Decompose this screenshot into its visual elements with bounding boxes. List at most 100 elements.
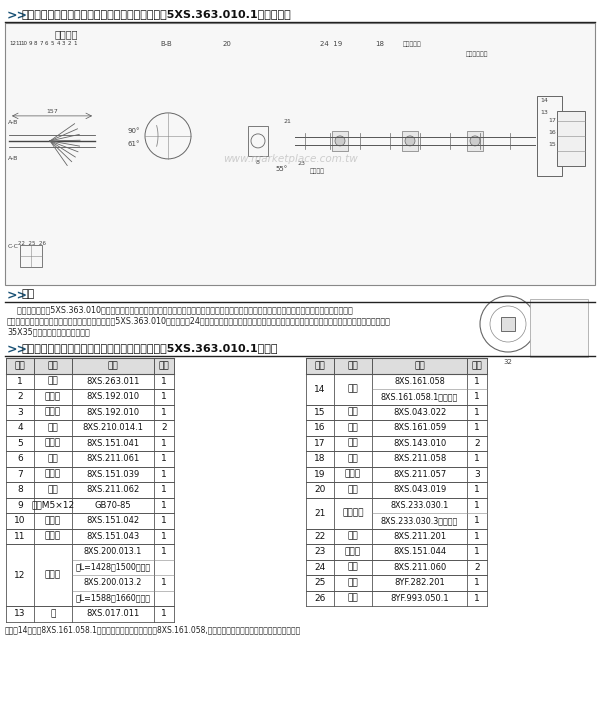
Text: 1: 1 xyxy=(161,516,167,525)
Text: 19: 19 xyxy=(314,470,326,479)
Text: 24  19: 24 19 xyxy=(320,41,342,47)
Text: 10: 10 xyxy=(14,516,26,525)
Text: 8XS.210.014.1: 8XS.210.014.1 xyxy=(83,423,143,432)
Text: 1: 1 xyxy=(474,531,480,541)
Text: 注：序14常配为8XS.161.058.1当需装闭锁电磁铁时，请选用8XS.161.058,当同时装闭锁电磁铁和联锁机构时，请注明。: 注：序14常配为8XS.161.058.1当需装闭锁电磁铁时，请选用8XS.16… xyxy=(5,625,301,635)
Bar xyxy=(306,466,487,482)
Text: 扇形板: 扇形板 xyxy=(45,516,61,525)
Text: 22  25  26: 22 25 26 xyxy=(18,241,46,246)
Text: 9: 9 xyxy=(28,41,32,46)
Text: 轴套: 轴套 xyxy=(47,454,58,463)
Text: 20: 20 xyxy=(223,41,232,47)
Bar xyxy=(306,420,487,435)
Text: 1: 1 xyxy=(161,470,167,479)
Text: A-B: A-B xyxy=(8,121,19,125)
Bar xyxy=(6,374,174,389)
Text: 8XS.233.030.3（选用）: 8XS.233.030.3（选用） xyxy=(381,516,458,525)
Text: 15: 15 xyxy=(548,142,556,147)
Text: 61°: 61° xyxy=(128,141,140,147)
Text: 轴套: 轴套 xyxy=(347,454,358,463)
Text: 1: 1 xyxy=(161,609,167,618)
Text: 20: 20 xyxy=(314,485,326,495)
Text: 24: 24 xyxy=(314,562,326,572)
Text: 8XS.151.043: 8XS.151.043 xyxy=(86,531,140,541)
Text: 1: 1 xyxy=(474,578,480,587)
Text: 1: 1 xyxy=(161,393,167,401)
Text: 数量: 数量 xyxy=(158,362,169,370)
Bar xyxy=(6,404,174,420)
Text: 序号: 序号 xyxy=(314,362,325,370)
Text: 8: 8 xyxy=(34,41,37,46)
Bar xyxy=(20,245,42,267)
Bar xyxy=(6,420,174,435)
Text: 数量: 数量 xyxy=(472,362,482,370)
Text: 8XS.043.019: 8XS.043.019 xyxy=(393,485,446,495)
Text: 螺钉M5×12: 螺钉M5×12 xyxy=(31,501,74,510)
Text: 8XS.200.013.2: 8XS.200.013.2 xyxy=(84,578,142,587)
Text: 7: 7 xyxy=(17,470,23,479)
Text: 滑块: 滑块 xyxy=(347,439,358,448)
Text: 1: 1 xyxy=(474,485,480,495)
Text: 锁套: 锁套 xyxy=(347,531,358,541)
Text: 轴套: 轴套 xyxy=(47,485,58,495)
Circle shape xyxy=(470,136,480,146)
Text: 8XS.263.011: 8XS.263.011 xyxy=(86,377,140,386)
Text: 操作轴端部: 操作轴端部 xyxy=(403,41,422,46)
Text: 支座: 支座 xyxy=(347,408,358,416)
Bar xyxy=(306,435,487,451)
Text: 扇形板: 扇形板 xyxy=(45,531,61,541)
Text: 13: 13 xyxy=(14,609,26,618)
Bar xyxy=(6,451,174,466)
Text: 8XS.211.061: 8XS.211.061 xyxy=(86,454,140,463)
Text: 操作轴: 操作轴 xyxy=(45,570,61,580)
Text: 16: 16 xyxy=(548,130,556,135)
Text: 23: 23 xyxy=(297,161,305,166)
Text: 6: 6 xyxy=(17,454,23,463)
Text: 1: 1 xyxy=(474,454,480,463)
Text: 22: 22 xyxy=(314,531,326,541)
Text: 接地开关操作机构联锁装置（用于拐臂传动操作）5XS.363.010.1配套表: 接地开关操作机构联锁装置（用于拐臂传动操作）5XS.363.010.1配套表 xyxy=(21,343,277,353)
Bar xyxy=(557,111,585,166)
Bar xyxy=(6,606,174,622)
Bar xyxy=(306,529,487,544)
Text: 关，而本联锁不能操作。联锁装置的工作原理是在原5XS.363.010基础上增加24锁套及如右图所示并加锁到，当后门（封板）打开附锁套的固方处进入框格方孔（准许尺: 关，而本联锁不能操作。联锁装置的工作原理是在原5XS.363.010基础上增加2… xyxy=(7,316,391,325)
Text: 扇形板: 扇形板 xyxy=(45,439,61,448)
Text: 接地开关操作机构联锁装置（用于拐臂传动操作）5XS.363.010.1装置示意图: 接地开关操作机构联锁装置（用于拐臂传动操作）5XS.363.010.1装置示意图 xyxy=(21,9,291,19)
Text: >>: >> xyxy=(7,343,28,356)
Bar xyxy=(530,299,588,357)
Text: GB70-85: GB70-85 xyxy=(95,501,131,510)
Text: www.marketplace.com.tw: www.marketplace.com.tw xyxy=(223,154,358,164)
Text: 21: 21 xyxy=(314,508,326,518)
Text: 8YF.993.050.1: 8YF.993.050.1 xyxy=(390,594,449,603)
Text: 26: 26 xyxy=(314,594,326,603)
Text: 1: 1 xyxy=(73,41,77,46)
Text: 23: 23 xyxy=(314,547,326,556)
Text: 8XS.233.030.1: 8XS.233.030.1 xyxy=(391,501,449,510)
Text: 16: 16 xyxy=(314,423,326,432)
Circle shape xyxy=(335,136,345,146)
Text: 8XS.211.057: 8XS.211.057 xyxy=(393,470,446,479)
Text: 8: 8 xyxy=(256,160,260,165)
Text: 8XS.211.058: 8XS.211.058 xyxy=(393,454,446,463)
Bar xyxy=(537,96,562,176)
Text: 8XS.211.062: 8XS.211.062 xyxy=(86,485,140,495)
Bar xyxy=(306,560,487,575)
Text: 35X35）内，接地开关无法操作。: 35X35）内，接地开关无法操作。 xyxy=(7,327,90,336)
Text: 32: 32 xyxy=(503,359,512,365)
Bar xyxy=(6,358,174,374)
Bar xyxy=(402,131,418,151)
Text: 销钉: 销钉 xyxy=(347,594,358,603)
Text: 1: 1 xyxy=(161,377,167,386)
Text: 1: 1 xyxy=(161,454,167,463)
Text: 1: 1 xyxy=(161,501,167,510)
Text: 7: 7 xyxy=(40,41,43,46)
Bar xyxy=(6,513,174,529)
Text: 本联锁装置在原5XS.363.010接地开关操作机构联锁装置的基础上增加与后门的反向联锁。接地开关合闸后打开后门（封板），则联锁可以操作接地开: 本联锁装置在原5XS.363.010接地开关操作机构联锁装置的基础上增加与后门的… xyxy=(7,305,353,314)
Bar xyxy=(6,529,174,544)
Text: （L=1588配1660深柜）: （L=1588配1660深柜） xyxy=(76,594,151,603)
Text: 8YF.282.201: 8YF.282.201 xyxy=(394,578,445,587)
Text: 13: 13 xyxy=(540,111,548,116)
Text: 1: 1 xyxy=(474,594,480,603)
Bar xyxy=(306,358,487,374)
Text: 11: 11 xyxy=(14,531,26,541)
